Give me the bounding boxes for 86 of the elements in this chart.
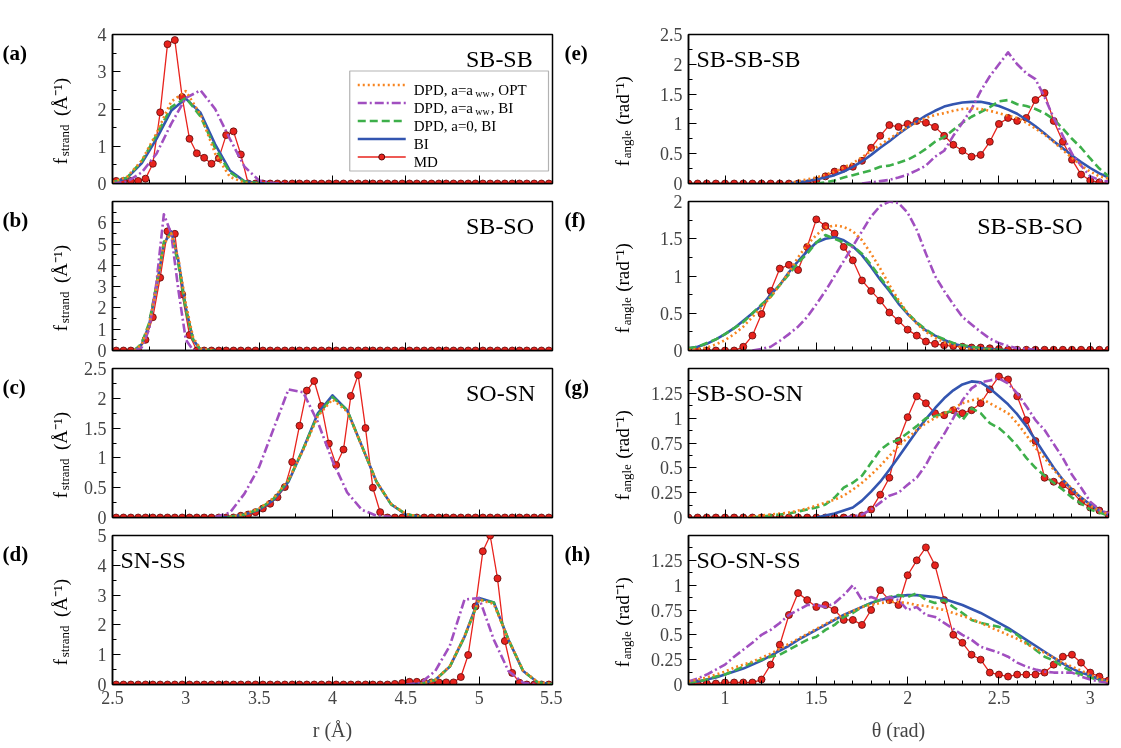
y-tick-label: 0.75 (651, 433, 683, 454)
y-tick-label: 0.5 (660, 144, 683, 165)
y-tick-label: 0.75 (651, 600, 683, 621)
y-tick-label: 2.5 (84, 359, 107, 379)
chart-title: (e) (564, 40, 588, 65)
y-tick-label: 0 (97, 508, 107, 528)
x-tick-label: 4 (328, 687, 337, 708)
legend-label: DPD, a=0, BI (413, 118, 497, 134)
y-axis-title: fstrand (Å⁻¹) (50, 578, 73, 666)
annotation: SB-SB-SO (977, 212, 1083, 239)
y-axis-title: fangle (rad⁻¹) (612, 243, 635, 334)
x-tick-label: 3 (1085, 687, 1095, 708)
x-tick-label: 4.5 (394, 687, 418, 708)
chart-title: (b) (2, 207, 29, 232)
y-tick-label: 0 (97, 174, 107, 194)
y-tick-label: 0.5 (660, 303, 683, 324)
y-tick-label: 0.25 (651, 650, 683, 671)
annotation: SO-SN (466, 379, 536, 406)
y-tick-label: 1 (97, 645, 107, 666)
y-tick-label: 0.25 (651, 483, 683, 504)
y-axis-title: fangle (rad⁻¹) (612, 577, 635, 668)
y-axis-title: fangle (rad⁻¹) (612, 76, 635, 167)
y-tick-label: 5 (97, 526, 107, 546)
y-axis-title: fstrand (Å⁻¹) (50, 244, 73, 332)
y-tick-label: 2 (97, 388, 107, 409)
annotation: SB-SO (466, 212, 535, 239)
x-tick-label: 1.5 (805, 687, 828, 708)
y-tick-label: 0.5 (84, 478, 107, 499)
y-tick-label: 2.5 (660, 25, 683, 45)
y-tick-label: 3 (97, 277, 107, 298)
y-tick-label: 0 (673, 508, 683, 528)
x-axis-title: r (Å) (312, 718, 353, 742)
y-tick-label: 4 (97, 25, 107, 45)
y-tick-label: 0.5 (660, 458, 683, 479)
x-tick-label: 5.5 (540, 687, 563, 708)
x-tick-label: 5 (474, 687, 484, 708)
annotation: SO-SN-SS (696, 546, 801, 573)
x-axis-title: θ (rad) (871, 718, 926, 742)
x-tick-label: 1 (720, 687, 730, 708)
y-tick-label: 2 (97, 615, 107, 636)
chart-title: (a) (2, 40, 27, 65)
y-tick-label: 1.25 (651, 383, 683, 404)
y-tick-label: 6 (97, 213, 107, 234)
y-tick-label: 1 (97, 448, 107, 469)
chart-title: (h) (564, 541, 591, 566)
y-axis-title: fstrand (Å⁻¹) (50, 77, 73, 165)
y-tick-label: 1 (673, 575, 683, 596)
x-tick-label: 2 (903, 687, 913, 708)
chart-title: (f) (564, 207, 586, 232)
y-tick-label: 3 (97, 62, 107, 83)
y-tick-label: 0 (673, 675, 683, 695)
y-tick-label: 1.5 (84, 418, 107, 439)
y-tick-label: 2 (97, 298, 107, 319)
y-tick-label: 4 (97, 255, 107, 276)
legend-label: BI (413, 136, 429, 152)
annotation: SB-SB (466, 45, 533, 72)
y-tick-label: 4 (97, 555, 107, 576)
y-axis-title: fangle (rad⁻¹) (612, 410, 635, 501)
y-tick-label: 2 (673, 192, 683, 212)
x-tick-label: 3 (181, 687, 191, 708)
chart-title: (g) (564, 374, 589, 399)
y-tick-label: 1 (97, 319, 107, 340)
y-tick-label: 3 (97, 585, 107, 606)
y-axis-title: fstrand (Å⁻¹) (50, 411, 73, 499)
y-tick-label: 1.5 (660, 84, 683, 105)
x-tick-label: 2.5 (987, 687, 1011, 708)
annotation: SN-SS (120, 546, 186, 573)
y-tick-label: 2 (97, 99, 107, 120)
y-tick-label: 5 (97, 234, 107, 255)
annotation: SB-SB-SB (696, 45, 801, 72)
y-tick-label: 0 (673, 341, 683, 361)
y-tick-label: 0.5 (660, 625, 683, 646)
y-tick-label: 2 (673, 54, 683, 75)
y-tick-label: 0 (673, 174, 683, 194)
y-tick-label: 1 (673, 266, 683, 287)
y-tick-label: 0 (97, 341, 107, 361)
chart-title: (c) (2, 374, 26, 399)
y-tick-label: 1.5 (660, 229, 683, 250)
legend-label: MD (413, 154, 439, 170)
y-tick-label: 1 (97, 136, 107, 157)
chart-title: (d) (2, 541, 29, 566)
y-tick-label: 1 (673, 408, 683, 429)
y-tick-label: 1 (673, 114, 683, 135)
annotation: SB-SO-SN (696, 379, 804, 406)
x-tick-label: 3.5 (247, 687, 271, 708)
y-tick-label: 1.25 (651, 550, 683, 571)
